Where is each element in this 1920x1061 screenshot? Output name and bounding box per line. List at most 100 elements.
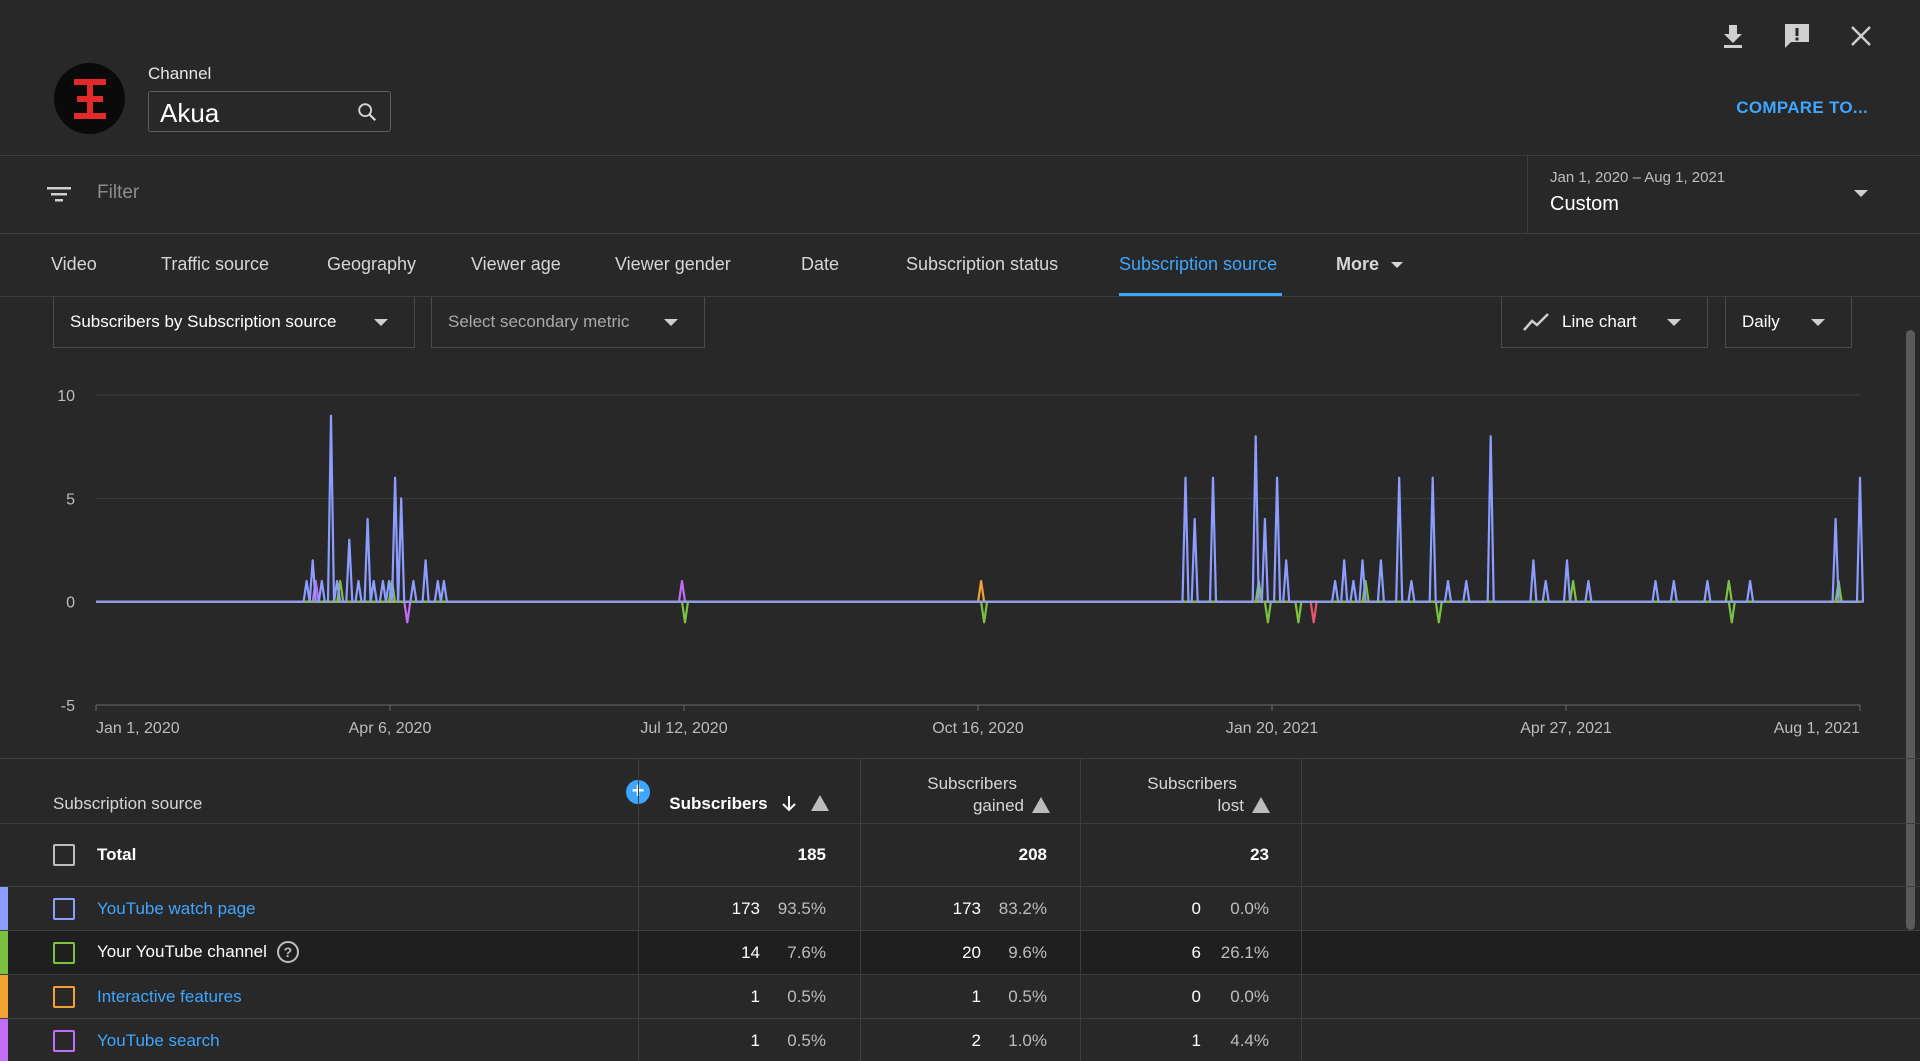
secondary-metric-dropdown[interactable]: Select secondary metric [431, 297, 705, 348]
col-header-subscribers[interactable]: Subscribers [638, 794, 829, 814]
dimension-tabs: Video Traffic source Geography Viewer ag… [0, 234, 1920, 297]
total-label: Total [97, 845, 137, 864]
y-tick-label: 10 [57, 388, 75, 405]
row-checkbox[interactable] [53, 986, 75, 1008]
row-gained-pct: 9.6% [1008, 943, 1047, 962]
chart-type-dropdown[interactable]: Line chart [1501, 297, 1708, 348]
row-lost-pct: 0.0% [1230, 899, 1269, 918]
line-chart-svg: 10 5 0 -5 Jan 1, 2020 Apr 6, 2020 Jul 12, 2020… [57, 388, 1865, 737]
row-lost-pct: 26.1% [1220, 943, 1269, 962]
interval-label: Daily [1742, 312, 1780, 331]
column-divider [1080, 759, 1081, 1061]
total-lost: 23 [1250, 845, 1269, 864]
filter-icon[interactable] [45, 182, 73, 206]
tab-geography[interactable]: Geography [327, 254, 417, 274]
warning-icon[interactable] [1032, 797, 1050, 813]
row-source-name: Your YouTube channel ? [97, 941, 299, 963]
tab-viewer-gender[interactable]: Viewer gender [615, 254, 731, 274]
table-row-total: Total 185 208 23 [0, 824, 1920, 887]
warning-icon[interactable] [1252, 797, 1270, 813]
filter-input[interactable]: Filter [97, 182, 140, 203]
compare-to-button[interactable]: COMPARE TO... [1736, 98, 1868, 117]
feedback-icon[interactable] [1781, 20, 1813, 52]
caret-down-icon [1391, 261, 1404, 268]
row-gained-pct: 83.2% [998, 899, 1047, 918]
row-lost-pct: 0.0% [1230, 987, 1269, 1006]
table-row[interactable]: YouTube search 1 0.5% 2 1.0% 1 4.4% [0, 1019, 1920, 1061]
tab-viewer-age[interactable]: Viewer age [471, 254, 561, 274]
tab-subscription-source[interactable]: Subscription source [1119, 254, 1278, 274]
row-subscribers: 14 [741, 943, 760, 962]
y-tick-label: -5 [61, 698, 75, 715]
interval-dropdown[interactable]: Daily [1725, 297, 1852, 348]
row-checkbox[interactable] [53, 942, 75, 964]
row-source-label: Your YouTube channel [97, 942, 267, 961]
close-icon[interactable] [1845, 20, 1877, 52]
row-source-link[interactable]: YouTube search [97, 1031, 220, 1050]
tab-subscription-status[interactable]: Subscription status [906, 254, 1059, 274]
row-lost: 0 [1191, 899, 1201, 918]
x-tick-label: Oct 16, 2020 [932, 720, 1024, 737]
date-range-text: Jan 1, 2020 – Aug 1, 2021 [1550, 169, 1726, 186]
series-color-stripe [0, 1019, 8, 1061]
series-color-stripe [0, 887, 8, 930]
y-tick-label: 5 [66, 491, 75, 508]
col-header-lost[interactable]: Subscribers lost [1080, 773, 1270, 817]
tab-traffic-source[interactable]: Traffic source [161, 254, 270, 274]
search-icon[interactable] [356, 101, 378, 123]
table-row[interactable]: YouTube watch page 173 93.5% 173 83.2% 0… [0, 887, 1920, 931]
col-header-gained-line2: gained [972, 796, 1024, 815]
col-header-gained[interactable]: Subscribers gained [860, 773, 1050, 817]
row-gained-pct: 0.5% [1008, 987, 1047, 1006]
row-subscribers: 1 [750, 1031, 760, 1050]
table-row[interactable]: Your YouTube channel ? 14 7.6% 20 9.6% 6… [0, 931, 1920, 975]
row-gained: 173 [952, 899, 981, 918]
channel-search-input[interactable]: Akua [148, 91, 391, 132]
tab-more[interactable]: More [1336, 254, 1404, 275]
active-tab-indicator [1119, 293, 1282, 296]
series-line-youtube-watch-page [96, 414, 1865, 603]
x-tick-label: Jan 20, 2021 [1226, 720, 1319, 737]
row-source-link[interactable]: YouTube watch page [97, 899, 256, 918]
column-divider [860, 759, 861, 1061]
warning-icon[interactable] [811, 795, 829, 811]
column-divider [1301, 759, 1302, 1061]
row-checkbox[interactable] [53, 1030, 75, 1052]
help-icon[interactable]: ? [276, 941, 299, 963]
col-header-gained-line1: Subscribers [927, 774, 1017, 793]
arrow-down-icon [782, 796, 796, 812]
caret-down-icon [664, 319, 678, 326]
caret-down-icon [374, 319, 388, 326]
row-checkbox[interactable] [53, 898, 75, 920]
x-tick-label: Aug 1, 2021 [1774, 720, 1860, 737]
channel-avatar [54, 63, 125, 134]
col-header-lost-line2: lost [1217, 796, 1244, 815]
table-row[interactable]: Interactive features 1 0.5% 1 0.5% 0 0.0… [0, 975, 1920, 1019]
primary-metric-label: Subscribers by Subscription source [70, 312, 337, 331]
x-tick-label: Apr 27, 2021 [1520, 720, 1612, 737]
row-subscribers: 173 [731, 899, 760, 918]
col-header-subscribers-label: Subscribers [669, 794, 768, 813]
primary-metric-dropdown[interactable]: Subscribers by Subscription source [53, 297, 415, 348]
vertical-scrollbar[interactable] [1906, 330, 1915, 930]
col-header-source[interactable]: Subscription source [53, 794, 203, 813]
date-range-picker[interactable]: Jan 1, 2020 – Aug 1, 2021 Custom [1527, 156, 1920, 234]
row-gained: 2 [971, 1031, 981, 1050]
download-icon[interactable] [1717, 20, 1749, 52]
tab-date[interactable]: Date [801, 254, 840, 274]
series-color-stripe [0, 931, 8, 974]
x-tick-label: Jul 12, 2020 [640, 720, 727, 737]
tab-more-label: More [1336, 254, 1380, 274]
x-tick-label: Apr 6, 2020 [349, 720, 432, 737]
tab-video[interactable]: Video [51, 254, 97, 274]
data-table: Subscription source + Subscribers Subscr… [0, 758, 1920, 1061]
series-color-stripe [0, 975, 8, 1018]
chevron-down-icon [1854, 190, 1868, 197]
row-subscribers-pct: 0.5% [787, 987, 826, 1006]
channel-logo-icon [73, 78, 106, 119]
series-line-other [96, 600, 1860, 624]
row-source-link[interactable]: Interactive features [97, 987, 242, 1006]
select-all-checkbox[interactable] [53, 844, 75, 866]
row-gained-pct: 1.0% [1008, 1031, 1047, 1050]
